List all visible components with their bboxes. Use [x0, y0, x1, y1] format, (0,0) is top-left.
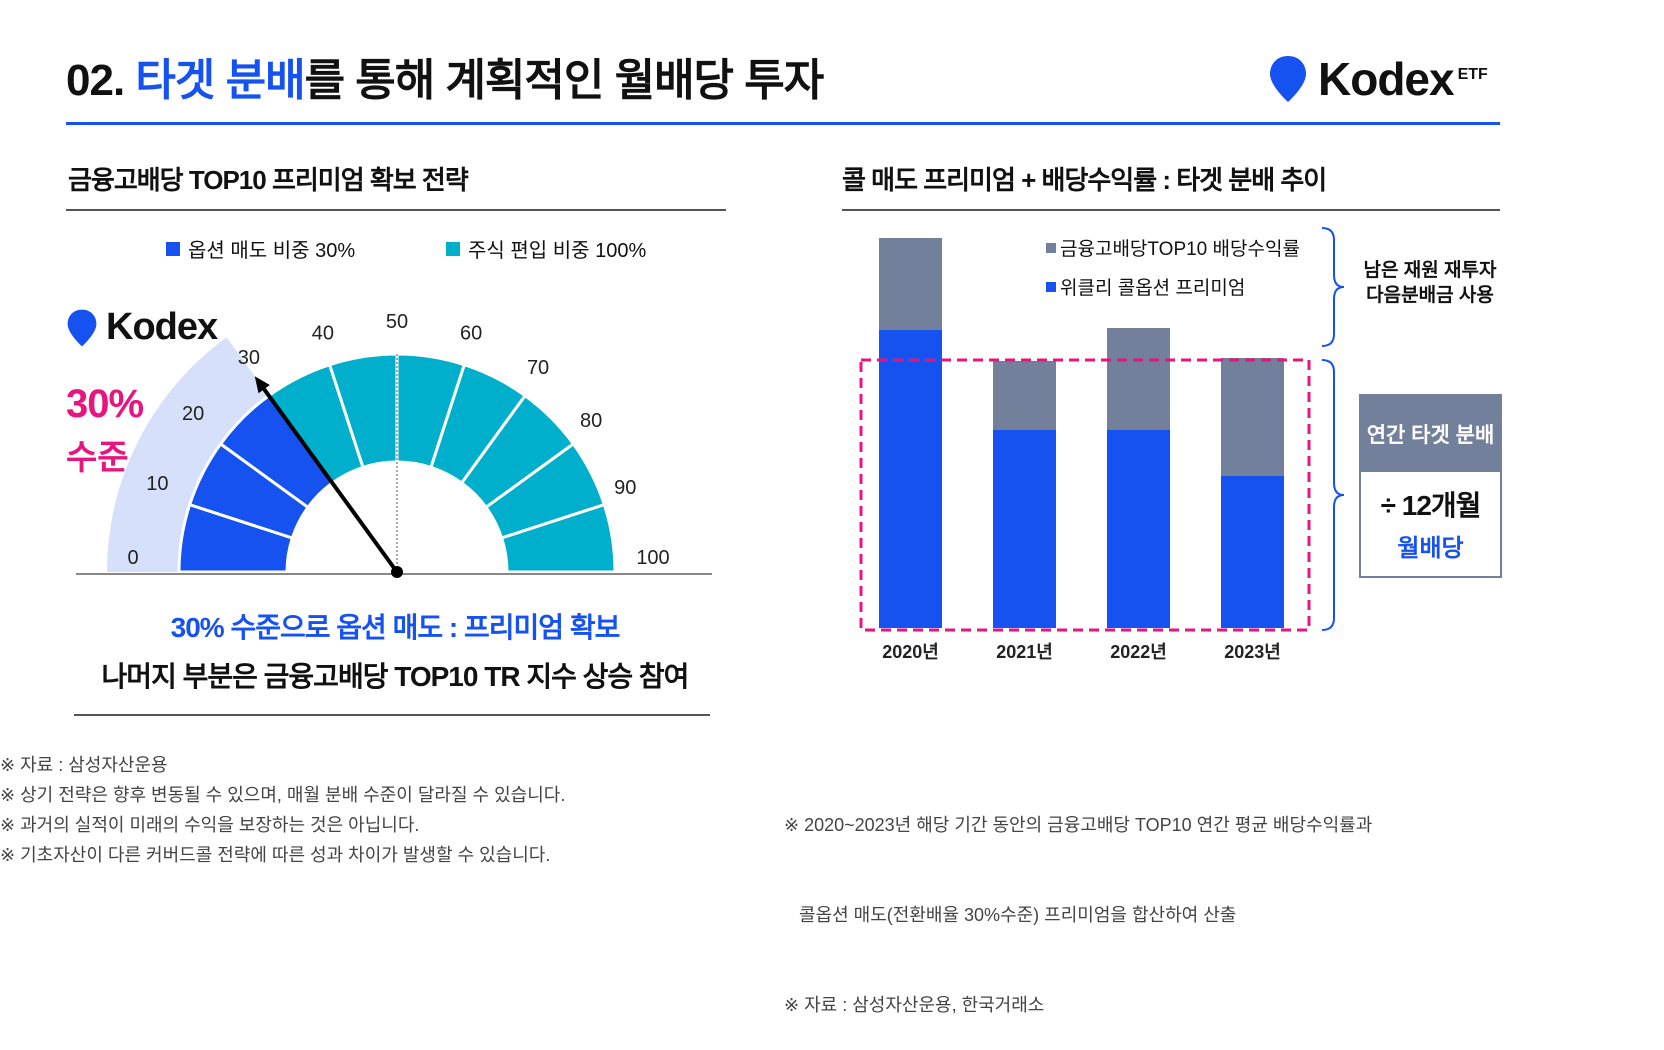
note-line: 다음분배금 사용	[1366, 285, 1494, 306]
gauge-chart: 0 10 20 30 40 50 60 70 80 90 100	[76, 311, 712, 578]
footnote: ※ 과거의 실적이 미래의 수익을 보장하는 것은 아닙니다.	[0, 815, 420, 835]
title-rest: 를 통해 계획적인 월배당 투자	[304, 56, 825, 105]
header-divider	[66, 122, 1500, 125]
pin-icon	[1270, 56, 1306, 102]
box-monthly: 월배당	[1397, 535, 1464, 562]
x-tick-label: 2023년	[1224, 642, 1281, 662]
bar-dividend	[1107, 328, 1170, 430]
gauge-tick-label: 60	[460, 323, 482, 345]
legend-dividend: 금융고배당TOP10 배당수익률	[1046, 234, 1300, 261]
bar-dividend	[879, 238, 942, 330]
legend-swatch	[446, 241, 460, 256]
gauge-segment	[499, 502, 617, 574]
brace-bottom-icon	[1321, 359, 1345, 631]
bar-premium	[1107, 430, 1170, 628]
legend-label: 주식 편입 비중 100%	[468, 240, 647, 262]
bar-premium	[993, 430, 1056, 628]
gauge-tick-label: 20	[182, 403, 204, 425]
caption-premium: 30% 수준으로 옵션 매도 : 프리미엄 확보	[170, 612, 621, 643]
gauge-tick-label: 100	[636, 547, 669, 569]
footnote: ※ 자료 : 삼성자산운용, 한국거래소	[784, 995, 1045, 1015]
page-title: 02. 타겟 분배를 통해 계획적인 월배당 투자	[66, 44, 825, 108]
legend-label: 금융고배당TOP10 배당수익률	[1060, 239, 1300, 260]
box-divide: ÷ 12개월	[1380, 490, 1482, 521]
x-tick-label: 2022년	[1110, 642, 1167, 662]
legend-label: 위클리 콜옵션 프리미엄	[1060, 278, 1246, 299]
footnote: ※ 상기 전략은 향후 변동될 수 있으며, 매월 분배 수준이 달라질 수 있…	[0, 785, 566, 805]
bar-premium	[879, 330, 942, 628]
pin-icon	[67, 309, 97, 346]
right-divider	[842, 209, 1500, 211]
kodex-logo: Kodex ETF	[1268, 52, 1488, 106]
target-dashed-box	[859, 358, 1311, 632]
footnote: ※ 자료 : 삼성자산운용	[0, 755, 168, 775]
gauge-option-band	[107, 337, 269, 572]
level-percent: 30%	[66, 382, 144, 426]
caption-participation: 나머지 부분은 금융고배당 TOP10 TR 지수 상승 참여	[101, 661, 690, 692]
gauge-pivot	[391, 566, 403, 578]
bar-chart: 2020년 2021년 2022년 2023년	[859, 227, 1345, 662]
target-box: 연간 타겟 분배 ÷ 12개월 월배당	[1359, 394, 1502, 578]
gauge-tick-label: 0	[127, 547, 138, 569]
legend-swatch	[1046, 242, 1056, 253]
gauge-logo: Kodex	[66, 306, 218, 349]
brace-top-icon	[1321, 227, 1345, 347]
level-word: 수준	[66, 439, 129, 477]
left-divider	[66, 209, 726, 211]
gauge-tick-label: 50	[386, 311, 408, 333]
title-number: 02.	[66, 56, 125, 105]
logo-text: Kodex	[106, 306, 218, 348]
title-highlight: 타겟 분배	[135, 56, 305, 105]
x-tick-label: 2021년	[996, 642, 1053, 662]
left-bottom-divider	[74, 714, 710, 716]
gauge-tick-label: 30	[238, 347, 260, 369]
chart-title: 콜 매도 프리미엄 + 배당수익률 : 타겟 분배 추이	[842, 165, 1327, 195]
bar-premium	[1221, 476, 1284, 628]
footnotes-left: ※ 자료 : 삼성자산운용 ※ 상기 전략은 향후 변동될 수 있으며, 매월 …	[0, 750, 565, 870]
legend-swatch	[1046, 281, 1056, 292]
bar-dividend	[993, 361, 1056, 430]
gauge-needle	[258, 382, 399, 574]
box-header: 연간 타겟 분배	[1361, 396, 1500, 472]
footnote: 콜옵션 매도(전환배율 30%수준) 프리미엄을 합산하여 산출	[784, 905, 1237, 925]
logo-etf: ETF	[1457, 66, 1488, 83]
needle-arrowhead	[254, 376, 270, 394]
gauge-tick-label: 40	[312, 323, 334, 345]
legend-label: 옵션 매도 비중 30%	[188, 240, 356, 262]
x-tick-label: 2020년	[882, 642, 939, 662]
footnotes-right: ※ 2020~2023년 해당 기간 동안의 금융고배당 TOP10 연간 평균…	[784, 750, 1372, 1050]
logo-text: Kodex	[1318, 53, 1455, 105]
legend-stock: 주식 편입 비중 100%	[446, 234, 646, 263]
legend-option: 옵션 매도 비중 30%	[166, 234, 355, 263]
legend-premium: 위클리 콜옵션 프리미엄	[1046, 273, 1245, 300]
gauge-tick-label: 90	[614, 477, 636, 499]
footnote: ※ 2020~2023년 해당 기간 동안의 금융고배당 TOP10 연간 평균…	[784, 815, 1373, 835]
legend-swatch	[166, 241, 180, 256]
note-line: 남은 재원 재투자	[1363, 260, 1497, 281]
gauge-tick-label: 80	[580, 410, 602, 432]
left-section-title: 금융고배당 TOP10 프리미엄 확보 전략	[68, 165, 469, 195]
gauge-tick-label: 70	[527, 357, 549, 379]
footnote: ※ 기초자산이 다른 커버드콜 전략에 따른 성과 차이가 발생할 수 있습니다…	[0, 845, 551, 865]
gauge-tick-label: 10	[146, 473, 168, 495]
bar-dividend	[1221, 358, 1284, 476]
